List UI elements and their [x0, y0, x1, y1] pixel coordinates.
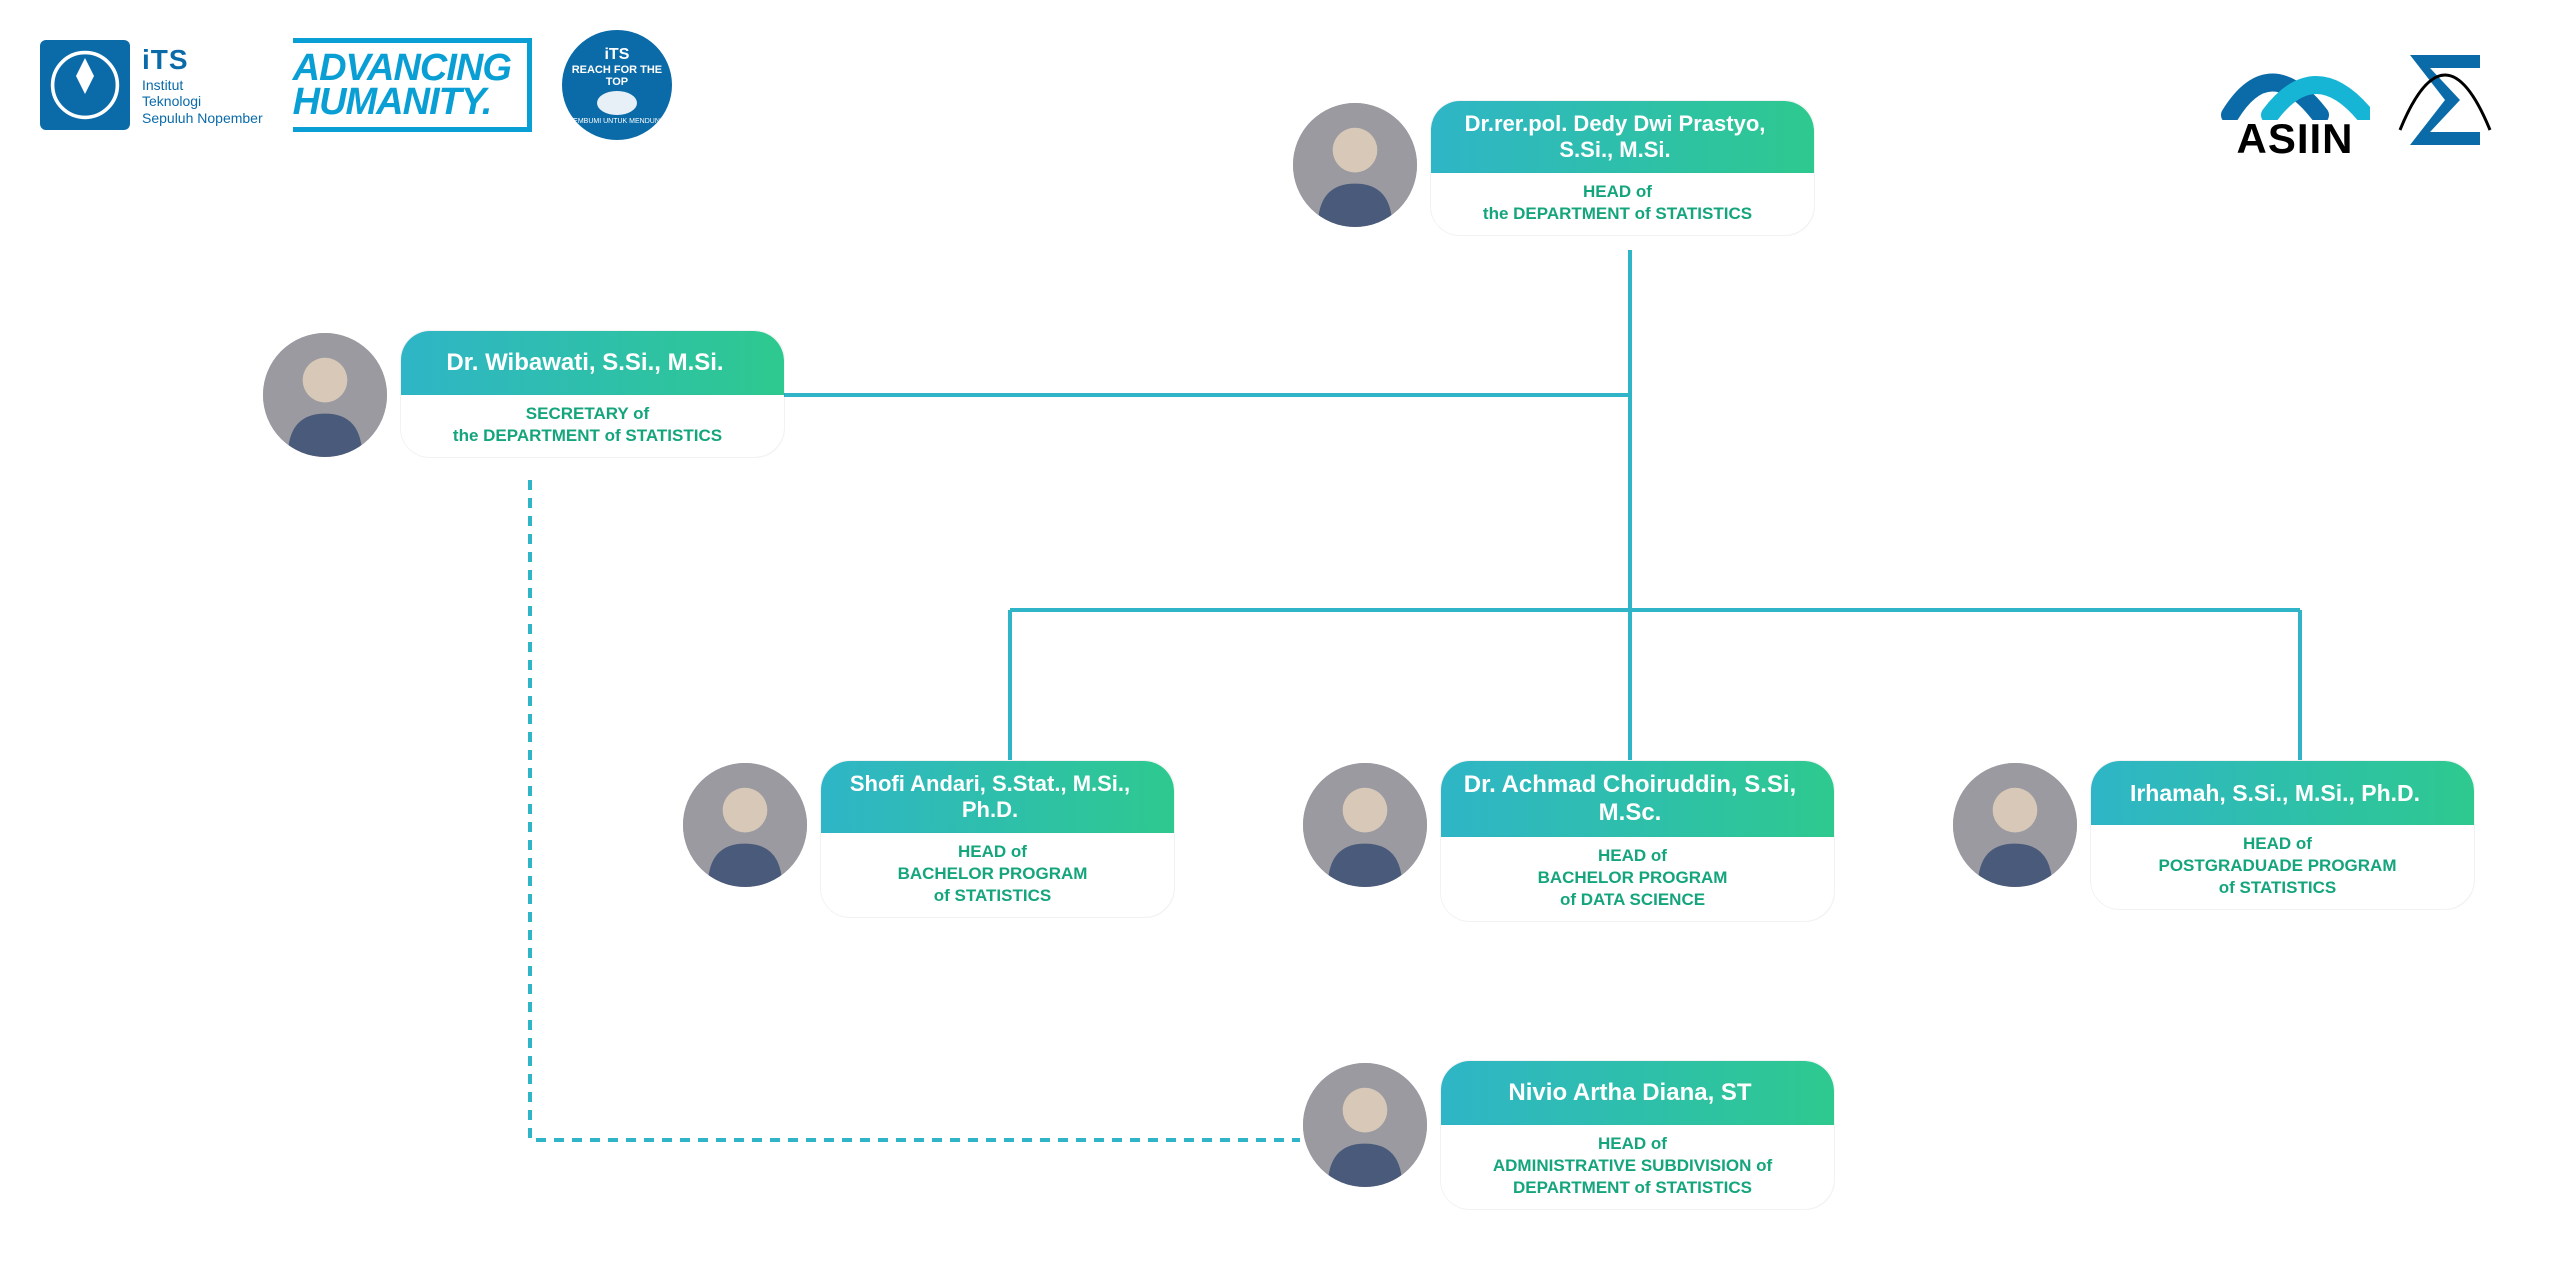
org-card-postgrad: Irhamah, S.Si., M.Si., Ph.D. HEAD ofPOST… — [1950, 760, 2475, 910]
person-photo-bachelor_ds — [1300, 760, 1430, 890]
person-role-head: HEAD ofthe DEPARTMENT of STATISTICS — [1431, 173, 1814, 235]
person-name-admin: Nivio Artha Diana, ST — [1441, 1061, 1834, 1125]
person-role-admin: HEAD ofADMINISTRATIVE SUBDIVISION ofDEPA… — [1441, 1125, 1834, 1209]
person-role-secretary: SECRETARY ofthe DEPARTMENT of STATISTICS — [401, 395, 784, 457]
person-photo-postgrad — [1950, 760, 2080, 890]
person-photo-bachelor_stat — [680, 760, 810, 890]
person-role-postgrad: HEAD ofPOSTGRADUADE PROGRAMof STATISTICS — [2091, 825, 2474, 909]
org-card-secretary: Dr. Wibawati, S.Si., M.Si. SECRETARY oft… — [260, 330, 785, 460]
person-photo-head — [1290, 100, 1420, 230]
person-photo-admin — [1300, 1060, 1430, 1190]
org-card-bachelor_stat: Shofi Andari, S.Stat., M.Si., Ph.D. HEAD… — [680, 760, 1175, 918]
person-name-bachelor_stat: Shofi Andari, S.Stat., M.Si., Ph.D. — [821, 761, 1174, 833]
person-name-bachelor_ds: Dr. Achmad Choiruddin, S.Si, M.Sc. — [1441, 761, 1834, 837]
person-name-postgrad: Irhamah, S.Si., M.Si., Ph.D. — [2091, 761, 2474, 825]
org-card-head: Dr.rer.pol. Dedy Dwi Prastyo, S.Si., M.S… — [1290, 100, 1815, 236]
org-chart-connectors — [0, 0, 2560, 1280]
org-card-admin: Nivio Artha Diana, ST HEAD ofADMINISTRAT… — [1300, 1060, 1835, 1210]
person-role-bachelor_stat: HEAD ofBACHELOR PROGRAMof STATISTICS — [821, 833, 1174, 917]
person-name-head: Dr.rer.pol. Dedy Dwi Prastyo, S.Si., M.S… — [1431, 101, 1814, 173]
person-role-bachelor_ds: HEAD ofBACHELOR PROGRAMof DATA SCIENCE — [1441, 837, 1834, 921]
person-name-secretary: Dr. Wibawati, S.Si., M.Si. — [401, 331, 784, 395]
org-card-bachelor_ds: Dr. Achmad Choiruddin, S.Si, M.Sc. HEAD … — [1300, 760, 1835, 922]
person-photo-secretary — [260, 330, 390, 460]
